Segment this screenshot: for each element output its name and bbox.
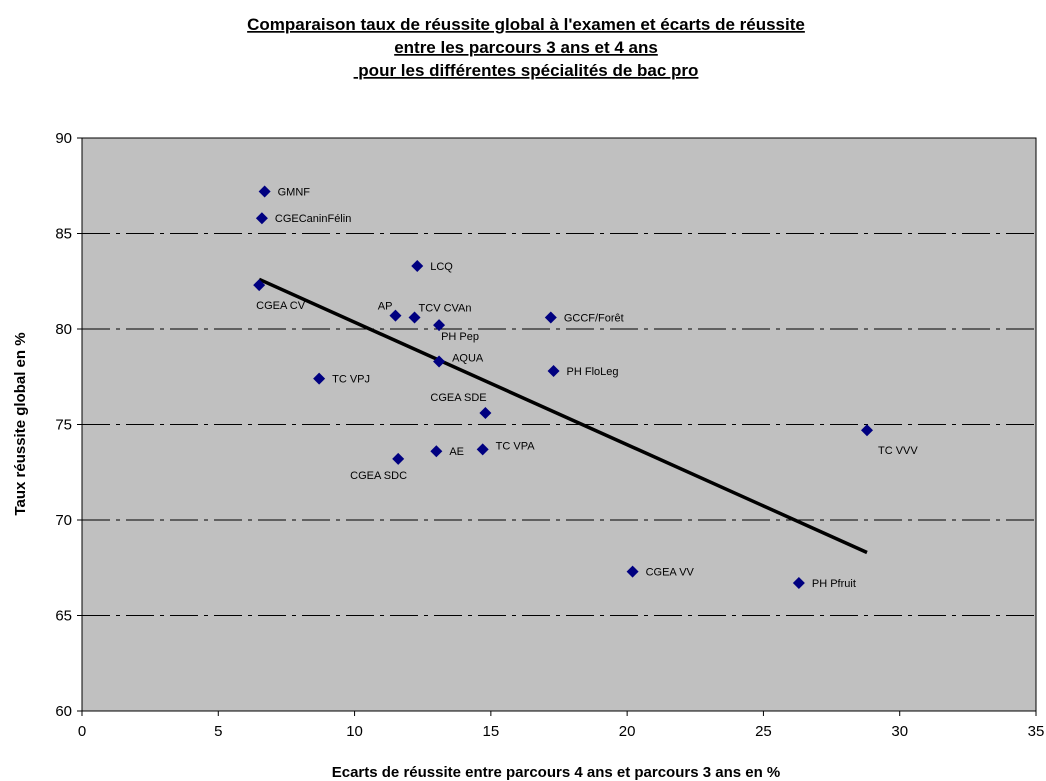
y-tick-label-80: 80 — [55, 321, 72, 338]
chart-title-line-2: entre les parcours 3 ans et 4 ans — [394, 38, 658, 57]
y-tick-label-90: 90 — [55, 130, 72, 147]
point-label-gmnf: GMNF — [278, 186, 311, 198]
x-tick-label-10: 10 — [346, 723, 363, 740]
point-label-tc-vpa: TC VPA — [496, 440, 536, 452]
chart-title: Comparaison taux de réussite global à l'… — [247, 15, 805, 80]
point-label-ap: AP — [378, 301, 393, 313]
chart-title-line-3: pour les différentes spécialités de bac … — [354, 61, 699, 80]
x-axis-title: Ecarts de réussite entre parcours 4 ans … — [332, 764, 781, 781]
y-tick-label-60: 60 — [55, 703, 72, 720]
y-axis-title: Taux réussite global en % — [12, 332, 29, 515]
x-tick-label-35: 35 — [1028, 723, 1045, 740]
point-label-cgea-sde: CGEA SDE — [430, 392, 486, 404]
y-tick-label-85: 85 — [55, 226, 72, 243]
point-label-cgecaninf-lin: CGECaninFélin — [275, 213, 351, 225]
point-label-ae: AE — [449, 446, 464, 458]
y-tick-label-65: 65 — [55, 608, 72, 625]
point-label-tc-vpj: TC VPJ — [332, 374, 370, 386]
point-label-tc-vvv: TC VVV — [878, 445, 918, 457]
x-tick-label-25: 25 — [755, 723, 772, 740]
point-label-aqua: AQUA — [452, 352, 484, 364]
point-label-ph-pep: PH Pep — [441, 331, 479, 343]
chart-title-line-1: Comparaison taux de réussite global à l'… — [247, 15, 805, 34]
x-tick-label-30: 30 — [891, 723, 908, 740]
point-label-tcv-cvan: TCV CVAn — [419, 303, 472, 315]
point-label-ph-pfruit: PH Pfruit — [812, 578, 856, 590]
point-label-gccf-for-t: GCCF/Forêt — [564, 313, 624, 325]
point-label-ph-floleg: PH FloLeg — [567, 366, 619, 378]
y-tick-label-70: 70 — [55, 512, 72, 529]
point-label-cgea-vv: CGEA VV — [646, 567, 695, 579]
x-tick-label-15: 15 — [483, 723, 500, 740]
point-label-lcq: LCQ — [430, 261, 453, 273]
point-label-cgea-cv: CGEA CV — [256, 300, 306, 312]
x-tick-label-5: 5 — [214, 723, 222, 740]
y-tick-label-75: 75 — [55, 417, 72, 434]
x-tick-label-20: 20 — [619, 723, 636, 740]
point-label-cgea-sdc: CGEA SDC — [350, 470, 407, 482]
x-tick-label-0: 0 — [78, 723, 86, 740]
